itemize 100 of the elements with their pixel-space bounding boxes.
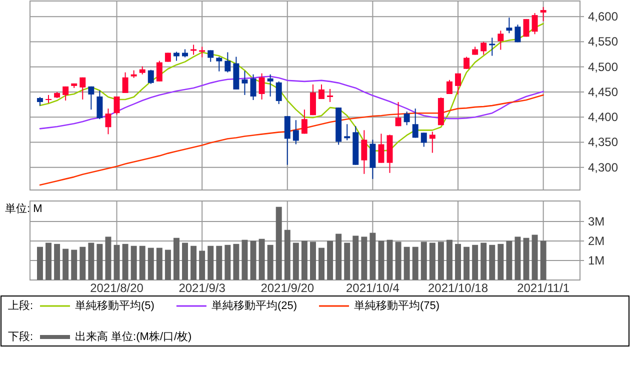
bar — [233, 244, 240, 280]
bar — [404, 246, 410, 280]
y-tick-label: 3M — [588, 214, 605, 228]
candlestick — [88, 86, 94, 110]
bar — [139, 246, 146, 280]
candlestick — [242, 70, 248, 96]
bar — [336, 234, 342, 280]
bar — [370, 232, 376, 280]
candlestick — [540, 6, 546, 22]
bar — [173, 238, 180, 280]
y-tick-label: 4,300 — [588, 160, 618, 174]
bar — [88, 242, 94, 280]
candlestick — [318, 84, 324, 100]
bar — [489, 244, 496, 280]
bar — [46, 242, 52, 280]
bar — [224, 244, 231, 280]
legend-title: 下段: — [8, 331, 34, 343]
candlestick — [301, 109, 308, 134]
x-tick-label: 2021/10/4 — [346, 281, 400, 295]
bar — [523, 238, 530, 280]
bar — [480, 242, 487, 280]
x-tick-label: 2021/8/20 — [90, 281, 144, 295]
x-tick-label: 2021/11/1 — [517, 281, 570, 295]
y-tick-label: 4,450 — [588, 84, 618, 99]
bar — [216, 246, 222, 280]
bar — [429, 242, 436, 280]
candlestick — [284, 116, 290, 166]
bar — [71, 250, 78, 280]
candlestick — [446, 79, 452, 94]
y-tick-label: 1M — [588, 253, 605, 268]
candlestick — [412, 108, 418, 138]
candlestick — [429, 131, 436, 154]
candlestick — [532, 12, 538, 35]
x-tick-label: 2021/10/18 — [428, 281, 488, 295]
bar — [352, 236, 359, 280]
bar — [208, 246, 214, 280]
candlestick — [80, 76, 86, 100]
bar — [301, 240, 308, 280]
candlestick — [292, 120, 299, 145]
candlestick — [224, 52, 231, 73]
legend-label: 出来高 単位:(M株/口/枚) — [75, 330, 192, 343]
bar — [361, 236, 368, 280]
bar — [514, 236, 521, 280]
line-series — [39, 76, 544, 130]
bar — [96, 244, 103, 280]
bar — [80, 246, 86, 280]
candlestick — [506, 17, 512, 34]
bar — [395, 242, 402, 280]
bar — [420, 242, 427, 280]
bar — [114, 244, 120, 280]
candlestick — [327, 88, 334, 103]
bar — [190, 246, 197, 280]
legend-label: 単純移動平均(25) — [211, 300, 298, 312]
candlestick — [480, 41, 487, 56]
x-tick-label: 2021/9/20 — [260, 281, 314, 295]
bar — [156, 248, 162, 280]
bar — [472, 244, 478, 280]
bar — [199, 250, 206, 280]
bar — [540, 240, 546, 280]
bar — [62, 248, 69, 280]
candlestick — [310, 84, 316, 116]
candlestick — [514, 24, 521, 43]
candlestick — [173, 51, 180, 62]
candlestick — [498, 30, 504, 50]
candlestick — [122, 72, 128, 94]
candlestick — [267, 74, 274, 98]
line-series — [39, 94, 544, 186]
bar — [250, 240, 256, 280]
bar — [412, 246, 418, 280]
y-tick-label: 4,350 — [588, 135, 618, 150]
candlestick — [378, 133, 384, 164]
bar — [506, 240, 512, 280]
legend-title: 上段: — [8, 299, 34, 312]
bar — [284, 230, 290, 280]
bar — [438, 242, 444, 280]
bar — [148, 248, 154, 280]
bar — [498, 244, 504, 280]
candlestick — [395, 102, 402, 127]
bar — [130, 246, 137, 280]
candlestick — [96, 90, 103, 120]
candlestick — [258, 72, 265, 100]
y-tick-label: 4,550 — [588, 34, 618, 49]
candlestick — [105, 108, 112, 135]
bar — [242, 240, 248, 280]
candlestick — [276, 80, 282, 105]
y-tick-label: 4,600 — [588, 10, 618, 24]
candlestick — [464, 56, 470, 70]
candlestick — [156, 60, 162, 82]
y-axis-title: 単位: M — [5, 203, 42, 215]
candlestick — [114, 96, 120, 116]
y-tick-label: 4,400 — [588, 110, 618, 124]
candlestick — [523, 18, 530, 38]
bar — [276, 206, 282, 280]
candlestick — [489, 37, 496, 56]
bar — [327, 240, 334, 280]
candlestick — [190, 44, 197, 56]
bar — [446, 240, 452, 280]
bar — [455, 244, 461, 280]
bar — [378, 240, 384, 280]
bar — [267, 244, 274, 280]
